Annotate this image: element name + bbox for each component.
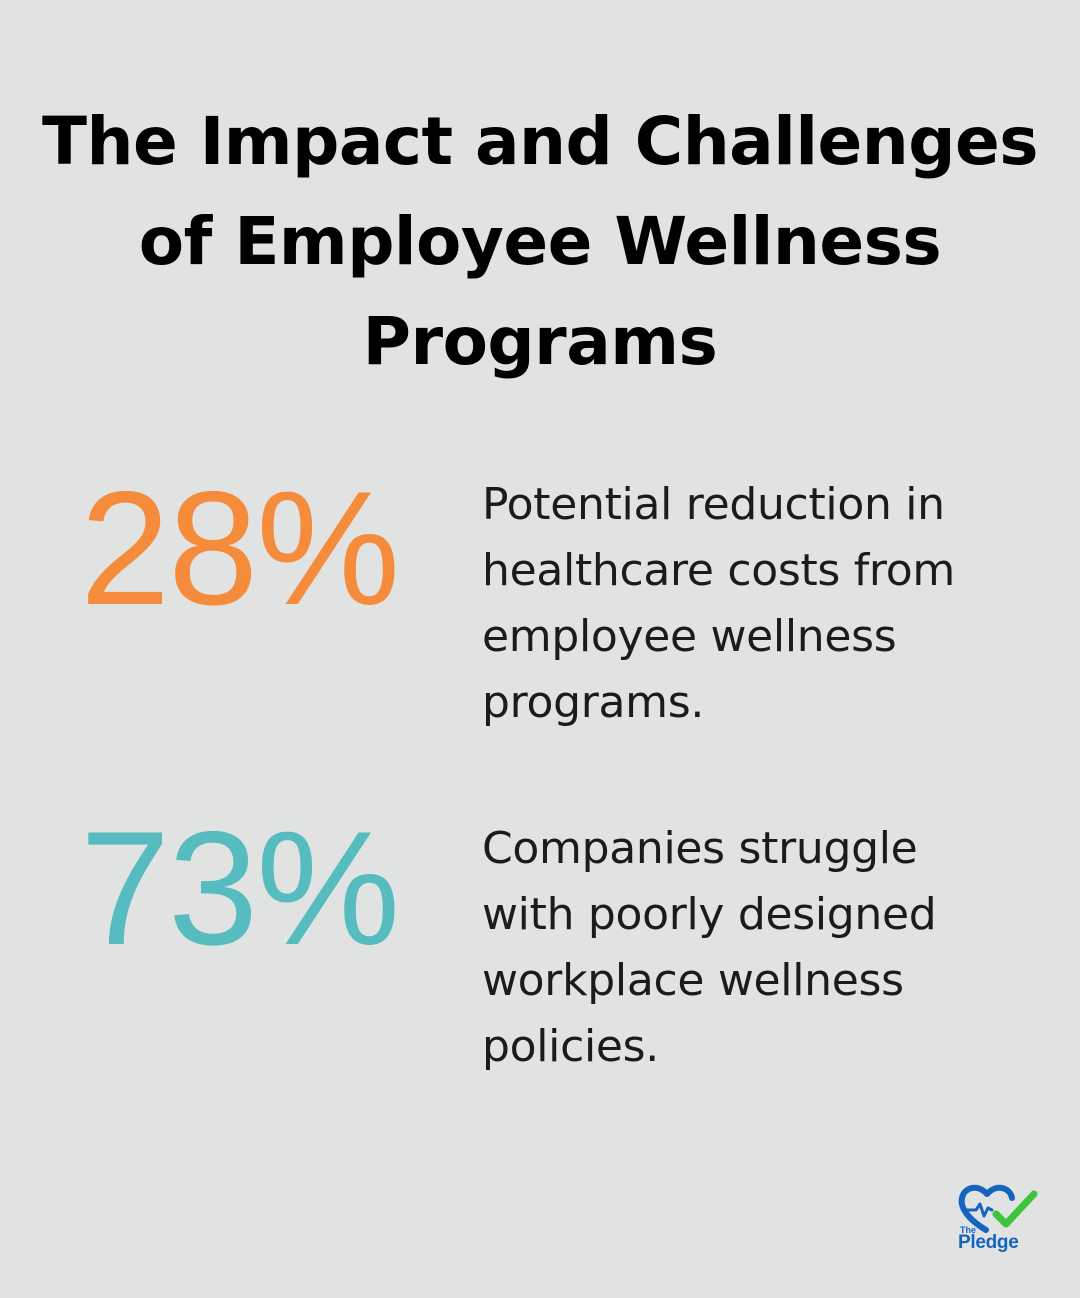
- stat-1-line-4: programs.: [482, 677, 705, 728]
- stat-2-line-2: with poorly designed: [482, 889, 937, 940]
- title-line-1: The Impact and Challenges: [42, 103, 1039, 180]
- stat-2-line-1: Companies struggle: [482, 823, 918, 874]
- stat-2-line-4: policies.: [482, 1021, 659, 1072]
- heart-check-icon: [958, 1184, 1038, 1233]
- title-line-2: of Employee Wellness: [138, 203, 942, 280]
- stat-description-1: Potential reduction in healthcare costs …: [482, 472, 1042, 736]
- stat-1-line-2: healthcare costs from: [482, 545, 955, 596]
- title-line-3: Programs: [362, 303, 718, 380]
- stat-value-1: 28%: [80, 458, 400, 639]
- logo-brand-text: Pledge: [958, 1232, 1019, 1253]
- stat-2-line-3: workplace wellness: [482, 955, 904, 1006]
- logo-small-text: The: [960, 1225, 977, 1235]
- stat-1-line-1: Potential reduction in: [482, 479, 945, 530]
- stat-value-2: 73%: [80, 798, 400, 979]
- stat-1-line-3: employee wellness: [482, 611, 897, 662]
- page-title: The Impact and Challenges of Employee We…: [0, 92, 1080, 392]
- stat-description-2: Companies struggle with poorly designed …: [482, 816, 1042, 1080]
